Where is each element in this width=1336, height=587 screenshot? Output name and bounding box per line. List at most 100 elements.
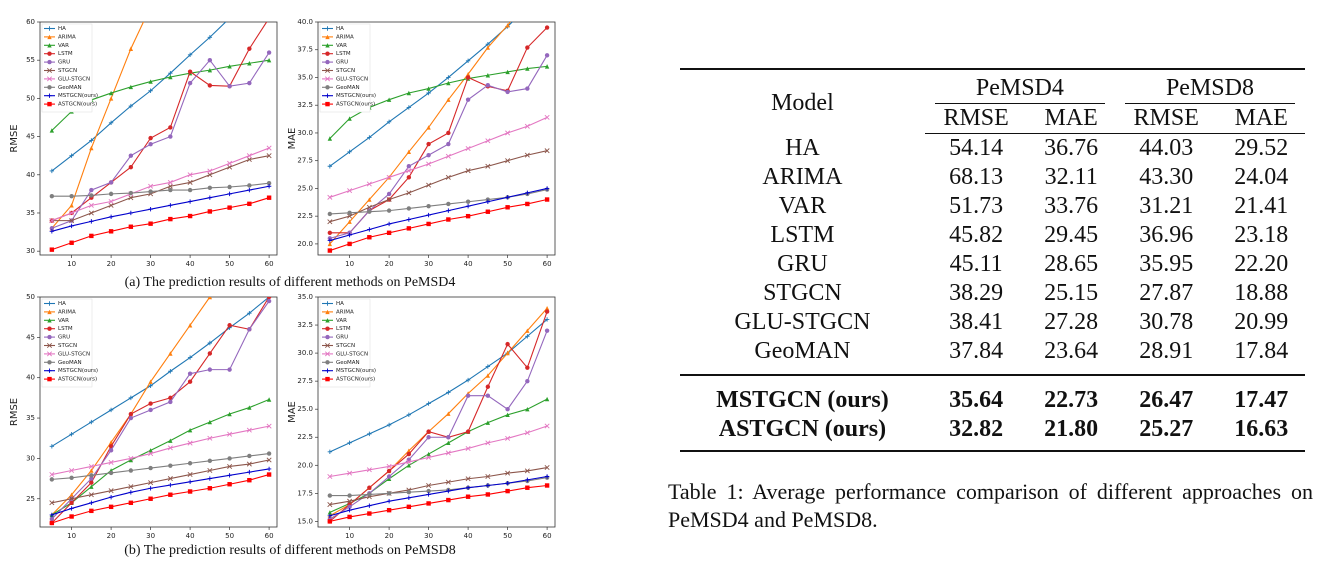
marker — [247, 183, 252, 188]
y-tick-label: 40.0 — [297, 18, 313, 26]
legend-label: LSTM — [58, 326, 73, 332]
marker — [327, 219, 333, 225]
chart: 10 20 30 40 50 60 15.0 17.5 20.0 22.5 25.0 27.5 30.0… — [287, 293, 556, 540]
marker — [267, 16, 271, 20]
marker — [246, 461, 252, 467]
marker — [367, 227, 372, 232]
x-tick-label: 60 — [265, 260, 274, 268]
marker — [386, 476, 392, 481]
legend-marker — [325, 360, 330, 365]
figure-caption: (b) The prediction results of different … — [124, 543, 456, 558]
marker — [406, 190, 412, 196]
marker — [327, 236, 333, 241]
legend-marker — [47, 376, 52, 382]
series-line — [51, 22, 227, 172]
marker — [187, 187, 193, 193]
marker — [148, 183, 154, 189]
metric-cell: 43.30 — [1139, 164, 1194, 190]
marker — [128, 411, 134, 417]
marker — [128, 415, 134, 421]
marker — [445, 153, 451, 159]
y-axis-label: RMSE — [9, 124, 20, 152]
marker — [128, 468, 134, 473]
marker — [485, 45, 491, 50]
series-line — [329, 187, 548, 242]
marker — [69, 223, 74, 229]
marker — [266, 153, 272, 159]
series-line — [329, 319, 548, 453]
legend-marker — [47, 51, 52, 56]
marker — [187, 479, 193, 485]
marker — [465, 71, 471, 77]
marker — [207, 185, 213, 190]
marker — [128, 190, 134, 196]
marker — [367, 431, 372, 437]
metric-cell: 21.41 — [1234, 193, 1289, 219]
marker — [89, 500, 94, 505]
legend-label: MSTGCN(ours) — [58, 93, 98, 99]
marker — [465, 445, 471, 451]
marker — [266, 180, 272, 186]
marker — [426, 429, 431, 434]
metric-cell: 38.41 — [949, 309, 1004, 335]
marker — [445, 479, 451, 485]
marker — [327, 449, 333, 455]
marker — [69, 431, 74, 437]
y-tick-label: 50 — [26, 293, 35, 301]
marker — [49, 512, 55, 518]
marker — [108, 488, 114, 494]
marker — [386, 208, 392, 213]
legend-label: STGCN — [336, 343, 355, 349]
marker — [347, 230, 352, 236]
marker — [108, 191, 114, 197]
model-cell: ASTGCN (ours) — [680, 415, 925, 452]
legend-marker — [47, 43, 52, 48]
marker — [108, 459, 114, 465]
marker — [207, 458, 213, 464]
marker — [426, 454, 432, 460]
marker — [227, 64, 232, 69]
marker — [148, 480, 154, 486]
metric-cell: 36.96 — [1139, 222, 1194, 248]
legend-marker — [325, 26, 330, 31]
metric-cell: 17.84 — [1234, 338, 1289, 364]
marker — [207, 467, 213, 474]
marker — [544, 309, 550, 314]
y-tick-label: 32.5 — [297, 101, 313, 109]
marker — [128, 224, 134, 229]
marker — [69, 475, 74, 480]
marker — [89, 473, 94, 478]
marker — [69, 492, 74, 497]
x-tick-label: 30 — [424, 260, 433, 268]
marker — [108, 494, 114, 500]
marker — [227, 191, 232, 197]
metric-cell: 44.03 — [1139, 135, 1194, 161]
series-line — [329, 116, 548, 198]
marker — [347, 498, 353, 504]
marker — [505, 488, 510, 494]
marker — [187, 69, 193, 74]
marker — [207, 367, 213, 372]
marker — [247, 453, 252, 459]
marker — [406, 448, 412, 453]
marker — [207, 419, 213, 425]
marker — [227, 164, 233, 170]
model-cell: GRU — [777, 251, 828, 277]
marker — [544, 53, 550, 58]
legend-marker — [47, 26, 52, 31]
marker — [367, 235, 372, 240]
marker — [525, 86, 530, 91]
legend-marker — [325, 93, 330, 98]
legend-marker — [47, 326, 52, 331]
marker — [266, 472, 272, 477]
x-tick-label: 30 — [146, 260, 155, 268]
marker — [406, 412, 412, 418]
marker — [227, 411, 232, 417]
series-line — [51, 22, 268, 222]
marker — [168, 399, 173, 405]
metric-cell: 28.91 — [1139, 338, 1194, 364]
legend-label: GeoMAN — [58, 85, 82, 91]
marker — [327, 164, 333, 169]
marker — [266, 397, 272, 402]
series-line — [51, 197, 270, 251]
